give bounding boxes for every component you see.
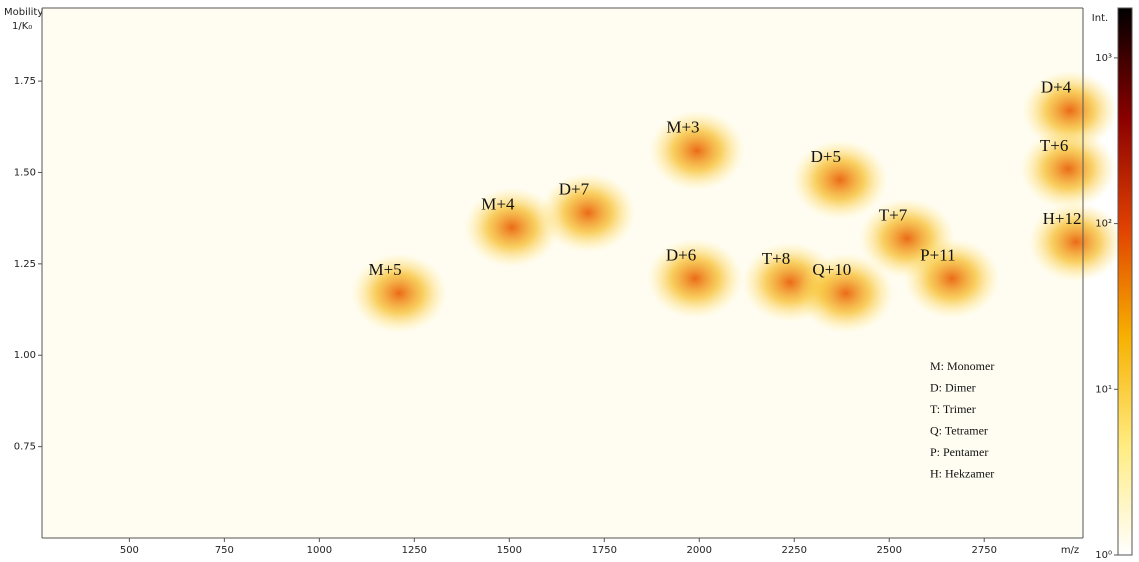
peak-annotation: M+4 [481,194,515,213]
colorbar-tick-label: 10² [1095,219,1112,230]
y-tick-label: 0.75 [14,442,36,453]
intensity-cluster [1020,128,1117,209]
x-axis-label: m/z [1061,545,1079,556]
x-tick-label: 1500 [497,545,522,556]
peak-annotation: Q+10 [812,260,851,279]
y-tick-label: 1.75 [14,76,36,87]
intensity-cluster [1022,70,1119,151]
x-tick-label: 500 [120,545,139,556]
y-tick-label: 1.00 [14,350,36,361]
y-axis-label: 1/K₀ [12,21,32,32]
peak-annotation: D+7 [559,180,590,199]
x-tick-label: 2500 [877,545,902,556]
x-tick-label: 2750 [971,545,996,556]
y-tick-label: 1.50 [14,167,36,178]
x-tick-label: 2000 [687,545,712,556]
x-tick-label: 1000 [307,545,332,556]
y-axis-label: Mobility [4,7,43,18]
intensity-cluster [903,238,1000,319]
legend-note: Q: Tetramer [930,423,988,437]
colorbar [1117,7,1133,556]
x-tick-label: 1250 [402,545,427,556]
intensity-cluster [648,110,745,191]
peak-annotation: M+5 [368,260,401,279]
intensity-cluster [463,187,560,268]
legend-note: H: Hekzamer [930,466,994,480]
x-tick-label: 1750 [592,545,617,556]
intensity-cluster [539,172,636,253]
peak-annotation: D+6 [666,245,696,264]
peak-annotation: M+3 [666,118,699,137]
x-tick-label: 2250 [782,545,807,556]
legend-note: P: Pentamer [930,445,988,459]
legend-note: T: Trimer [930,402,976,416]
peak-annotation: T+6 [1040,136,1068,155]
intensity-cluster [351,253,448,334]
peak-annotation: H+12 [1043,209,1082,228]
intensity-cluster [647,238,744,319]
intensity-cluster [791,139,888,220]
colorbar-tick-label: 10⁰ [1095,550,1112,561]
peak-annotation: D+5 [811,147,841,166]
peak-annotation: D+4 [1041,77,1072,96]
colorbar-tick-label: 10¹ [1095,384,1112,395]
legend-note: D: Dimer [930,380,976,394]
x-tick-label: 750 [215,545,234,556]
intensity-cluster [1028,202,1125,282]
peak-annotation: T+7 [879,205,908,224]
y-tick-label: 1.25 [14,259,36,270]
colorbar-tick-label: 10³ [1095,53,1112,64]
peak-annotation: P+11 [920,245,955,264]
legend-note: M: Monomer [930,359,994,373]
peak-annotation: T+8 [762,249,790,268]
colorbar-label: Int. [1092,13,1108,24]
intensity-cluster [797,253,894,334]
